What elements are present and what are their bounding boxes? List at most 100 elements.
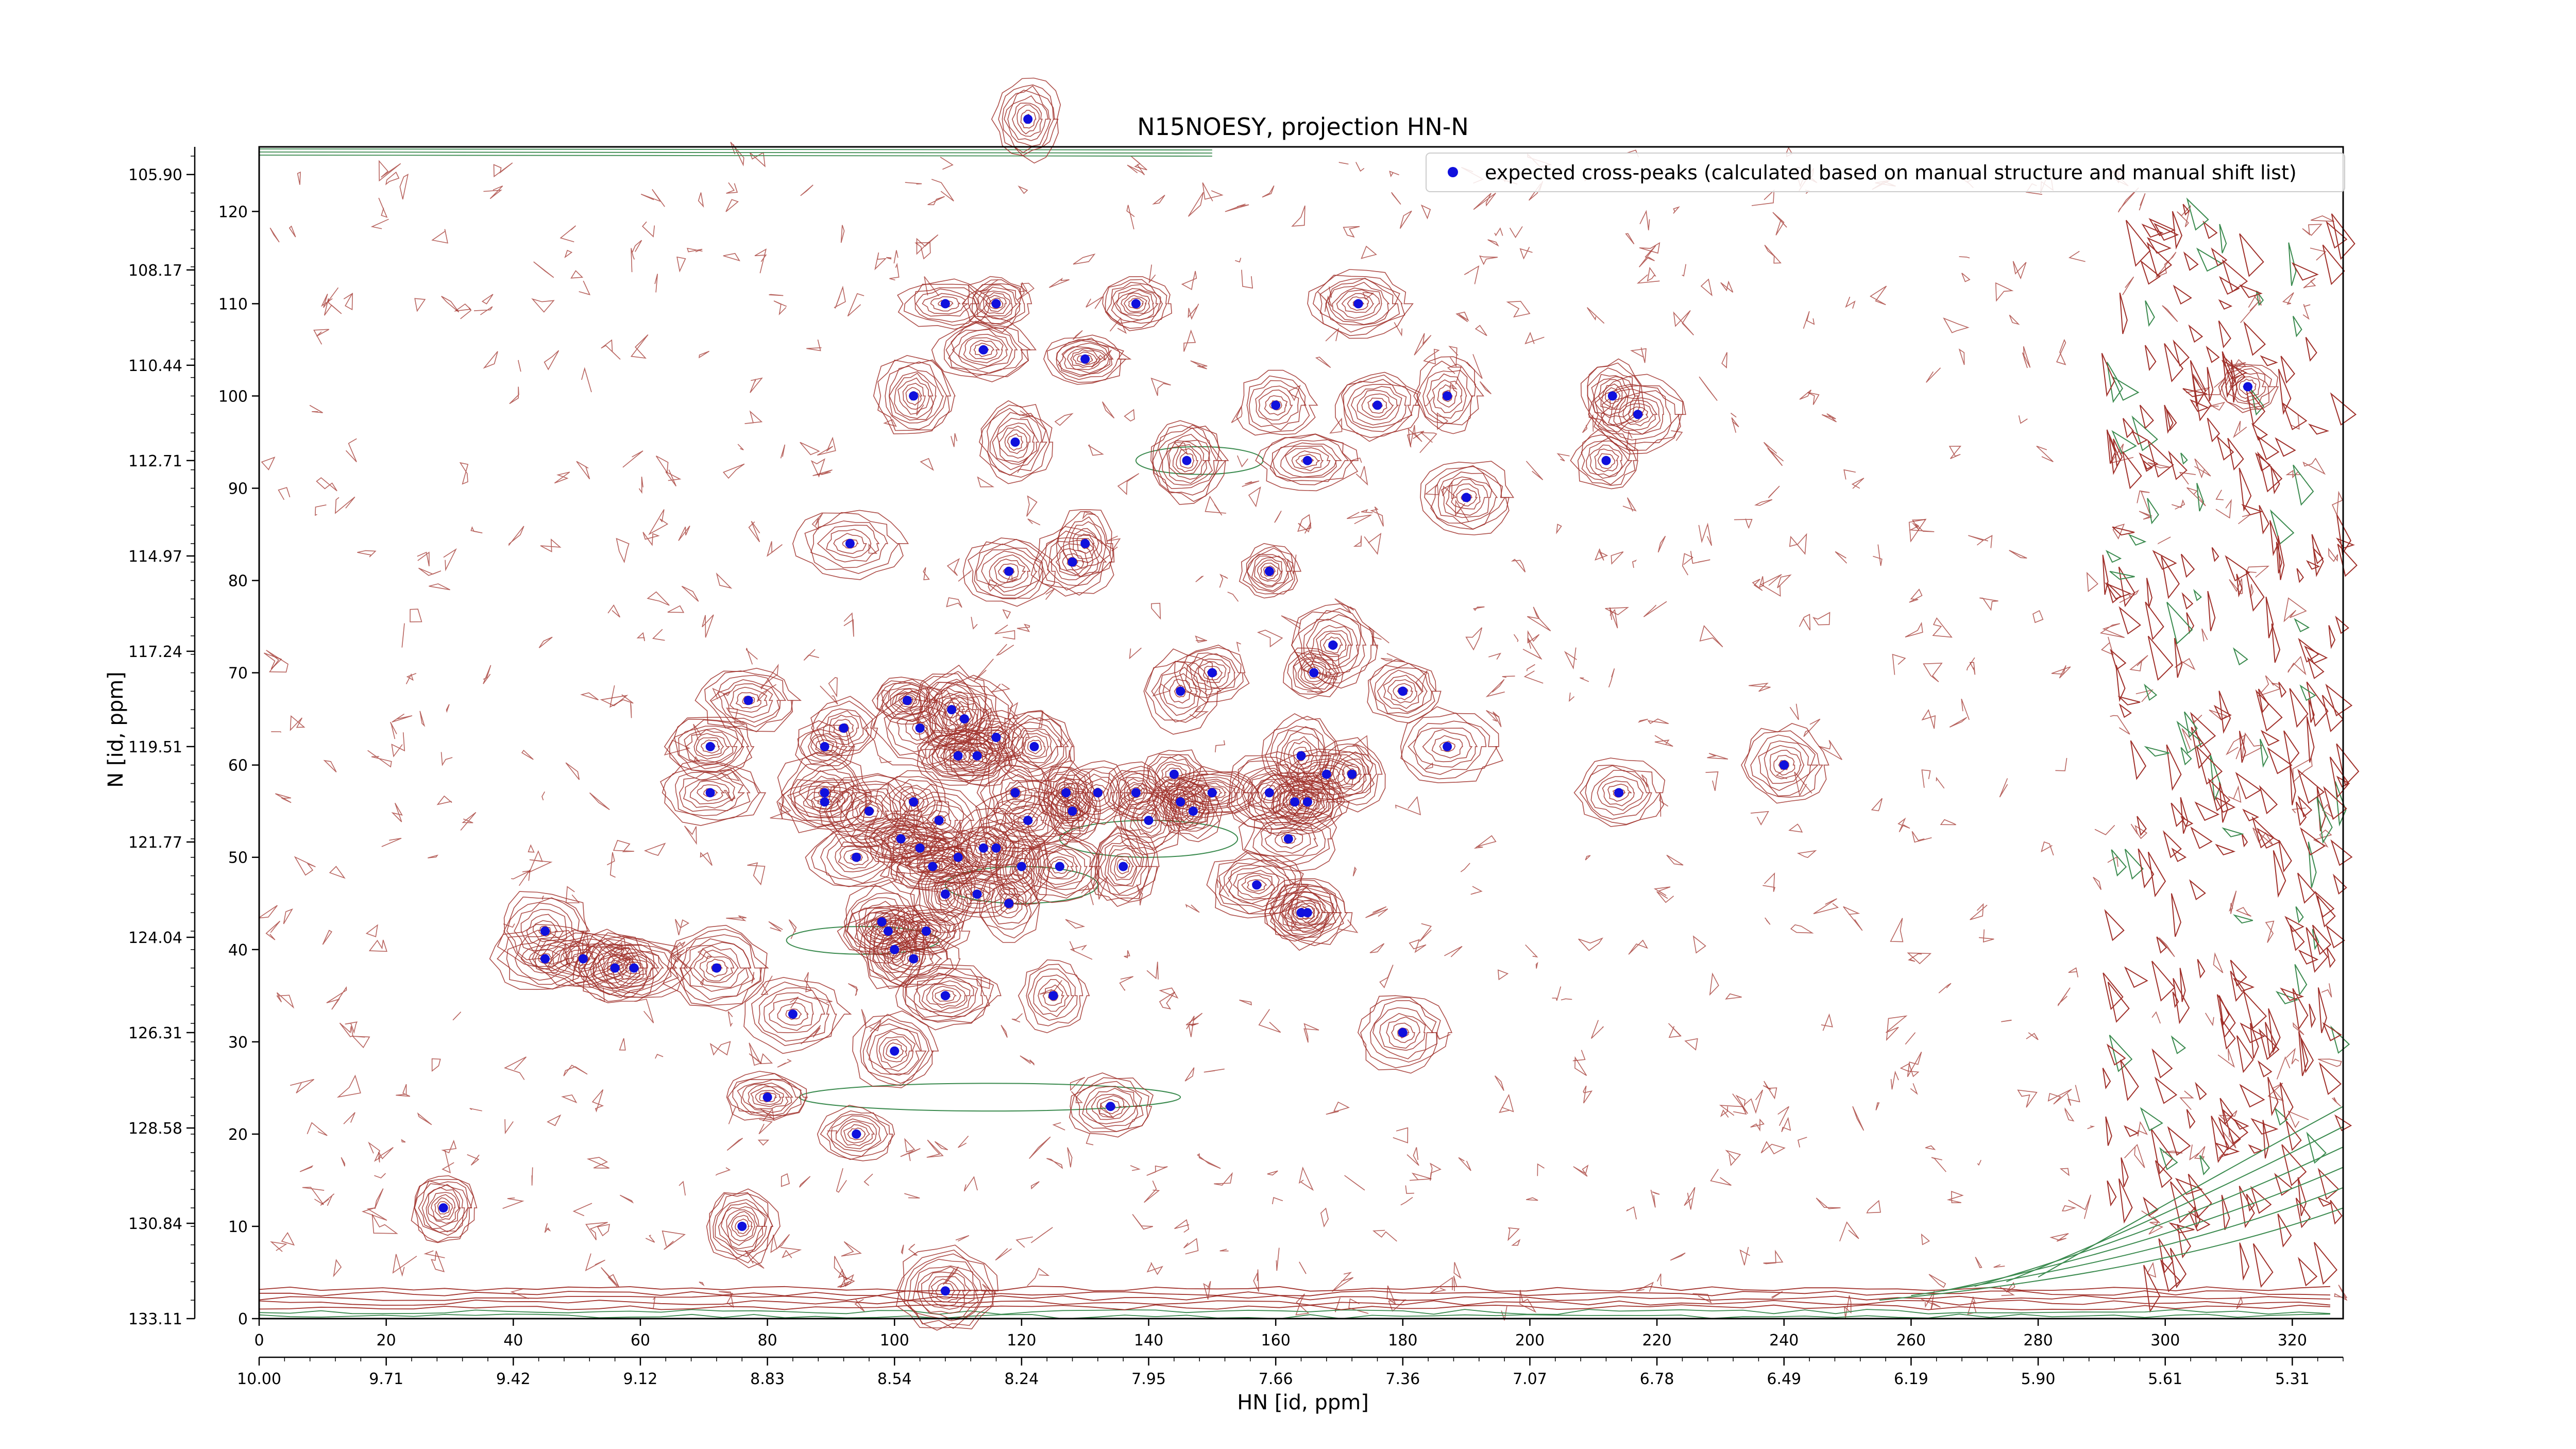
noise-contour [2120, 1059, 2139, 1101]
noise-contour [1348, 1298, 1369, 1314]
cross-peak-marker [1290, 797, 1300, 807]
noise-contour [2181, 592, 2194, 610]
peak-contour [1189, 780, 1236, 805]
noise-contour [2250, 389, 2264, 416]
cross-peak-marker [940, 991, 950, 1001]
noise-contour [2145, 601, 2164, 641]
noise-contour [2059, 1168, 2070, 1176]
peak-contour [715, 1199, 768, 1257]
peak-contour [503, 896, 590, 967]
noise-contour [737, 444, 744, 450]
noise-contour [1739, 1246, 1750, 1266]
noise-contour [2258, 1028, 2280, 1060]
y-ppm-tick-label: 119.51 [128, 738, 182, 756]
cross-peak-marker [610, 963, 620, 973]
noise-contour [2162, 830, 2182, 858]
noise-contour [2107, 856, 2119, 867]
noise-contour [1900, 1063, 1920, 1077]
peak-contour [881, 776, 943, 831]
noise-contour [2280, 356, 2295, 384]
x-index-tick-label: 220 [1642, 1332, 1671, 1350]
noise-contour [654, 274, 658, 293]
noise-contour [1323, 670, 1338, 681]
noise-contour [1355, 162, 1365, 172]
peak-contour [928, 738, 988, 772]
noise-contour [2292, 988, 2309, 1031]
noise-contour [1393, 1127, 1409, 1143]
noise-contour [2183, 711, 2198, 738]
noise-contour [1993, 1264, 2005, 1268]
noise-contour [1556, 453, 1570, 462]
peak-contour [1622, 403, 1655, 427]
noise-contour [2051, 665, 2071, 679]
noise-contour [2235, 771, 2261, 800]
peak-contour [1306, 618, 1359, 670]
noise-contour [788, 919, 797, 939]
peak-contour [817, 525, 880, 563]
noise-contour [563, 1065, 588, 1076]
noise-contour [1070, 945, 1093, 960]
noise-contour [1464, 265, 1480, 284]
peak-contour [828, 714, 859, 742]
noise-contour [1073, 253, 1096, 265]
noise-contour [2260, 730, 2280, 746]
noise-contour [958, 1135, 969, 1148]
cross-peak-marker [1353, 299, 1363, 309]
cross-peak-marker [1614, 788, 1624, 798]
peak-contour [1279, 731, 1325, 782]
peak-contour [1297, 658, 1332, 689]
peak-contour [1260, 821, 1318, 857]
noise-contour [2137, 490, 2150, 514]
peak-contour [1334, 372, 1421, 442]
peak-contour [924, 830, 996, 884]
noise-contour [1148, 264, 1156, 284]
peak-contour [675, 770, 751, 816]
noise-contour [1488, 652, 1501, 660]
noise-contour [1911, 519, 1926, 530]
peak-contour [1152, 424, 1223, 496]
noise-contour [2155, 1160, 2173, 1188]
noise-contour [2111, 849, 2127, 877]
peak-contour [717, 679, 781, 723]
noise-contour [1673, 206, 1680, 214]
peak-contour [1283, 647, 1344, 700]
noise-contour [2139, 405, 2154, 429]
peak-contour [1758, 740, 1811, 791]
cross-peak-marker [737, 1221, 747, 1231]
peak-contour [1594, 376, 1630, 416]
noise-contour [367, 750, 392, 768]
noise-contour [2179, 968, 2186, 1002]
noise-contour [2246, 1193, 2255, 1212]
noise-contour [1732, 1093, 1748, 1114]
peak-contour [1154, 756, 1195, 792]
noise-contour [1568, 693, 1575, 702]
x-index-tick-label: 160 [1261, 1332, 1291, 1350]
noise-contour [2283, 730, 2300, 766]
noise-contour [1494, 1075, 1504, 1091]
peak-contour [659, 760, 767, 826]
noise-contour [2174, 658, 2196, 670]
noise-contour [1977, 1159, 1981, 1166]
peak-contour [737, 1079, 800, 1116]
peak-contour [592, 943, 679, 996]
peak-contour [1307, 269, 1414, 339]
noise-contour [636, 632, 645, 642]
noise-contour [2112, 526, 2135, 536]
noise-contour [840, 225, 845, 243]
noise-contour [2325, 683, 2353, 717]
noise-contour [313, 329, 330, 345]
cross-peak-marker [1010, 788, 1020, 798]
peak-contour [811, 828, 900, 887]
noise-contour [2147, 498, 2159, 525]
noise-contour [750, 377, 763, 393]
noise-contour [1183, 329, 1196, 352]
noise-contour [2191, 727, 2212, 769]
peak-contour [1357, 995, 1453, 1074]
noise-contour [392, 713, 413, 723]
peak-contour [1607, 783, 1633, 802]
peak-contour [928, 1276, 966, 1307]
noise-contour [276, 992, 295, 1009]
peak-contour [900, 695, 914, 705]
noise-contour [2214, 1142, 2240, 1156]
peak-contour [1055, 793, 1091, 829]
